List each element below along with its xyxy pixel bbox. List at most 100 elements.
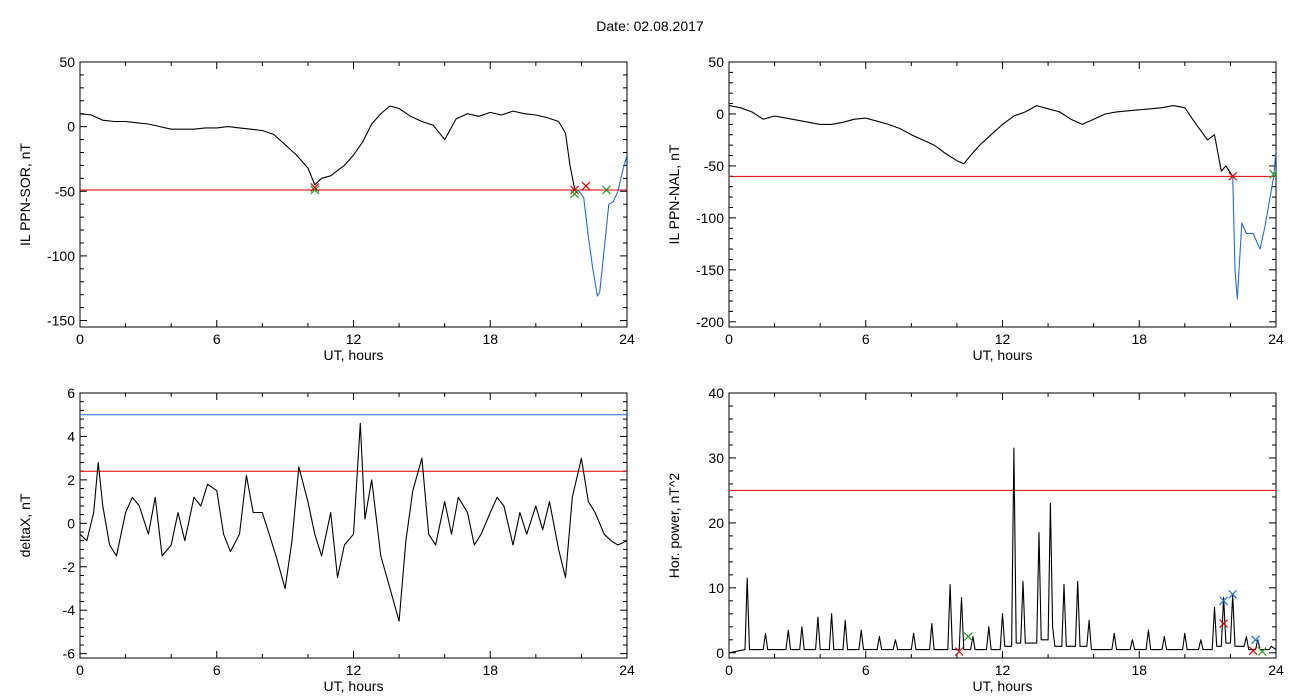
series-line	[80, 422, 627, 622]
y-tick-label: 50	[708, 54, 724, 70]
event-marker	[1248, 646, 1258, 656]
event-marker	[963, 632, 973, 641]
y-tick-label: 50	[59, 54, 75, 70]
y-tick-label: -200	[696, 314, 724, 330]
marker-stroke	[581, 181, 591, 191]
y-tick-label: 4	[67, 428, 75, 444]
x-tick-label: 24	[619, 331, 635, 347]
y-tick-label: 10	[708, 580, 724, 596]
marker-stroke	[1219, 596, 1229, 606]
y-tick-label: -100	[696, 210, 724, 226]
event-marker	[1228, 589, 1238, 599]
plot-area	[729, 447, 1276, 656]
marker-stroke	[954, 647, 964, 656]
marker-stroke	[963, 632, 973, 641]
y-tick-label: 0	[716, 645, 724, 661]
series-line	[574, 154, 627, 297]
y-tick-label: -50	[704, 158, 724, 174]
x-tick-label: 24	[1268, 331, 1284, 347]
plot-frame	[728, 61, 1277, 328]
x-axis-label: UT, hours	[324, 347, 384, 363]
y-axis-label: IL PPN-NAL, nT	[666, 144, 682, 244]
event-marker	[1269, 169, 1276, 179]
marker-stroke	[1228, 589, 1238, 599]
y-tick-label: -4	[63, 602, 76, 618]
y-tick-label: -6	[63, 646, 76, 662]
series-line	[729, 447, 1276, 654]
x-axis-label: UT, hours	[973, 347, 1033, 363]
marker-stroke	[570, 185, 580, 195]
marker-stroke	[1269, 171, 1276, 179]
series-line	[1232, 150, 1276, 300]
y-axis-label: deltaX, nT	[17, 493, 33, 557]
y-tick-label: 0	[716, 106, 724, 122]
x-tick-label: 12	[346, 331, 362, 347]
series-line	[80, 105, 576, 189]
plot-frame	[79, 61, 628, 328]
x-tick-label: 24	[1268, 662, 1284, 678]
x-tick-label: 0	[725, 331, 733, 347]
marker-stroke	[1257, 647, 1267, 656]
panel-il-ppn-nal: 0 6 12 18 24 50 0 -50 -100 -150 -200 UT, hours IL PP…	[666, 54, 1284, 363]
y-tick-label: 20	[708, 515, 724, 531]
x-tick-label: 6	[213, 331, 221, 347]
x-tick-label: 18	[482, 331, 498, 347]
y-tick-label: 0	[67, 119, 75, 135]
event-marker	[1219, 619, 1229, 629]
event-marker	[570, 189, 580, 199]
x-tick-label: 24	[619, 662, 635, 678]
x-tick-label: 12	[995, 331, 1011, 347]
event-marker	[1228, 171, 1238, 181]
x-tick-label: 0	[76, 662, 84, 678]
x-tick-label: 12	[346, 662, 362, 678]
y-tick-label: 0	[67, 515, 75, 531]
x-tick-label: 0	[76, 331, 84, 347]
panel-hor-power: 0 6 12 18 24 0 10 20 30 40 UT, hours Hor. power, nT…	[666, 385, 1284, 694]
x-tick-label: 18	[1131, 662, 1147, 678]
page-title: Date: 02.08.2017	[596, 18, 704, 34]
x-tick-label: 18	[1131, 331, 1147, 347]
marker-stroke	[570, 189, 580, 199]
x-tick-label: 18	[482, 662, 498, 678]
x-tick-label: 6	[862, 331, 870, 347]
panel-il-ppn-sor: 0 6 12 18 24 50 0 -50 -100 -150 UT, hours IL PPN-SO…	[17, 54, 635, 363]
plot-area	[80, 105, 627, 297]
marker-stroke	[1228, 171, 1238, 181]
y-tick-label: -2	[63, 559, 76, 575]
x-tick-label: 12	[995, 662, 1011, 678]
event-marker	[310, 182, 320, 192]
x-axis-label: UT, hours	[324, 678, 384, 694]
x-tick-label: 0	[725, 662, 733, 678]
marker-stroke	[1219, 619, 1229, 629]
event-marker	[1251, 635, 1260, 645]
x-tick-label: 6	[213, 662, 221, 678]
event-marker	[1219, 596, 1229, 606]
event-marker	[1257, 647, 1267, 656]
x-axis-label: UT, hours	[973, 678, 1033, 694]
event-marker	[581, 181, 591, 191]
y-tick-label: 6	[67, 385, 75, 401]
marker-stroke	[310, 185, 320, 195]
marker-stroke	[602, 185, 611, 195]
marker-stroke	[310, 182, 320, 192]
y-axis-label: Hor. power, nT^2	[666, 473, 682, 579]
plot-area	[729, 105, 1276, 300]
event-marker	[602, 185, 611, 195]
event-marker	[570, 185, 580, 195]
y-tick-label: 2	[67, 472, 75, 488]
y-tick-label: -100	[47, 248, 75, 264]
event-marker	[310, 185, 320, 195]
x-tick-label: 6	[862, 662, 870, 678]
y-axis-label: IL PPN-SOR, nT	[17, 143, 33, 246]
y-tick-label: -50	[55, 183, 75, 199]
plot-area	[80, 414, 627, 622]
y-tick-label: -150	[696, 262, 724, 278]
series-line	[729, 105, 1234, 177]
marker-stroke	[1248, 646, 1258, 656]
marker-stroke	[1251, 635, 1260, 645]
y-tick-label: 30	[708, 450, 724, 466]
y-tick-label: 40	[708, 385, 724, 401]
panel-deltax: 0 6 12 18 24 6 4 2 0 -2 -4 -6 UT, hours deltaX, nT	[17, 385, 635, 694]
y-tick-label: -150	[47, 313, 75, 329]
